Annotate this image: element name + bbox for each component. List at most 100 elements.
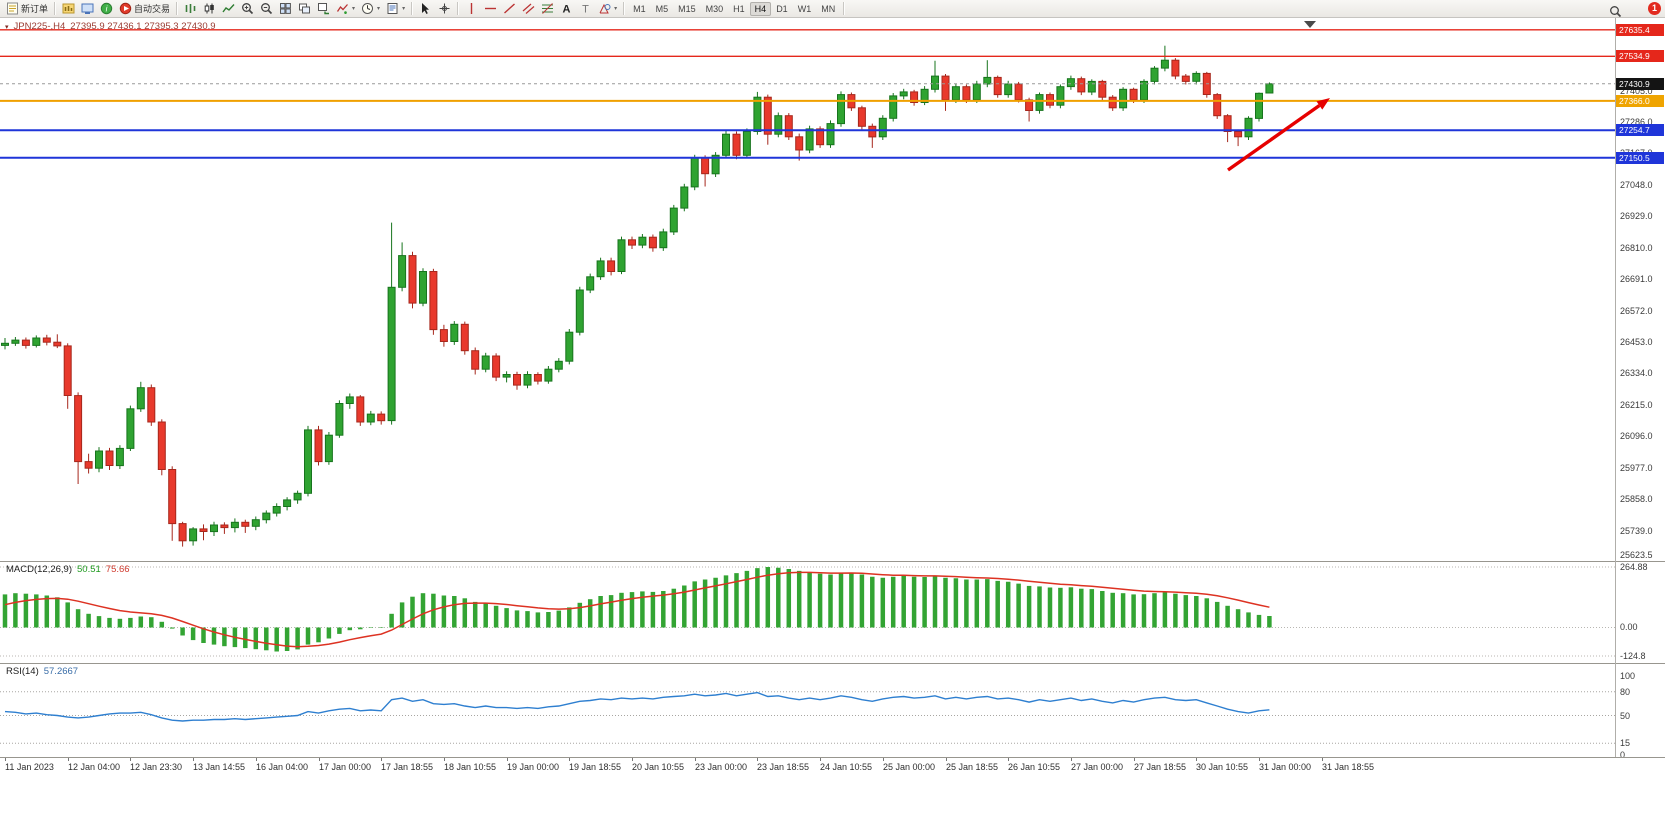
- periods-button[interactable]: ▾: [358, 0, 383, 18]
- time-axis-label: 25 Jan 00:00: [883, 762, 936, 772]
- auto-arrange-button[interactable]: [295, 0, 314, 18]
- chart-list-button[interactable]: [59, 0, 78, 18]
- rsi-axis-label: 15: [1620, 738, 1631, 748]
- time-axis-label: 30 Jan 10:55: [1196, 762, 1249, 772]
- crosshair-icon: [438, 2, 451, 15]
- timeframe-button-m15[interactable]: M15: [678, 3, 696, 14]
- time-axis-label: 12 Jan 04:00: [68, 762, 121, 772]
- macd-axis-label: 264.88: [1620, 562, 1648, 572]
- time-tick: [569, 758, 570, 761]
- timeframe-button-w1[interactable]: W1: [797, 3, 812, 14]
- market-watch-button[interactable]: [78, 0, 97, 18]
- notification-badge[interactable]: 1: [1648, 2, 1661, 15]
- macd-axis-label: -124.8: [1620, 651, 1646, 661]
- trendline-button[interactable]: [500, 0, 519, 18]
- text-button[interactable]: A: [557, 0, 576, 18]
- text-label-button[interactable]: T: [576, 0, 595, 18]
- zoom-out-button[interactable]: [257, 0, 276, 18]
- price-axis-label: 26096.0: [1620, 431, 1653, 441]
- toolbar-separator: [411, 2, 414, 15]
- rsi-axis-label: 80: [1620, 687, 1631, 697]
- toolbar-separator: [457, 2, 460, 15]
- cursor-button[interactable]: [416, 0, 435, 18]
- price-level-badge: 27254.7: [1616, 124, 1664, 136]
- time-tick: [1322, 758, 1323, 761]
- time-tick: [381, 758, 382, 761]
- macd-label: MACD(12,26,9) 50.51 75.66: [6, 564, 130, 575]
- time-tick: [193, 758, 194, 761]
- time-tick: [68, 758, 69, 761]
- timeframe-button-m1[interactable]: M1: [633, 3, 646, 14]
- channel-icon: [522, 2, 535, 15]
- line-chart-button[interactable]: [219, 0, 238, 18]
- fibonacci-button[interactable]: [538, 0, 557, 18]
- time-axis-label: 27 Jan 18:55: [1134, 762, 1187, 772]
- time-axis-label: 24 Jan 10:55: [820, 762, 873, 772]
- candlestick-chart-button[interactable]: [200, 0, 219, 18]
- shapes-button[interactable]: ▾: [595, 0, 620, 18]
- line-chart-icon: [222, 2, 235, 15]
- svg-text:i: i: [106, 4, 108, 13]
- indicators-button[interactable]: ▾: [333, 0, 358, 18]
- time-axis-label: 12 Jan 23:30: [130, 762, 183, 772]
- rsi-separator[interactable]: [0, 663, 1665, 664]
- timeframe-button-m30[interactable]: M30: [705, 3, 724, 14]
- tile-windows-button[interactable]: [276, 0, 295, 18]
- price-axis-label: 25739.0: [1620, 526, 1653, 536]
- time-axis-label: 17 Jan 18:55: [381, 762, 434, 772]
- timeframe-button-h1[interactable]: H1: [733, 3, 745, 14]
- price-axis-label: 27286.0: [1620, 117, 1653, 127]
- price-axis-label: 25977.0: [1620, 463, 1653, 473]
- data-window-button[interactable]: i: [97, 0, 116, 18]
- time-tick: [1134, 758, 1135, 761]
- toolbar-separator: [623, 2, 626, 15]
- timeframe-button-h4[interactable]: H4: [749, 1, 772, 16]
- dropdown-caret-icon: ▾: [614, 6, 618, 12]
- time-tick: [256, 758, 257, 761]
- price-axis-label: 27405.0: [1620, 86, 1653, 96]
- price-axis-label: 26810.0: [1620, 243, 1653, 253]
- rsi-label: RSI(14) 57.2667: [6, 666, 78, 677]
- chart-list-icon: [62, 2, 75, 15]
- timeframe-button-m5[interactable]: M5: [655, 3, 669, 14]
- candlesticks: [1, 45, 1274, 547]
- price-axis-label: 26691.0: [1620, 274, 1653, 284]
- macd-histogram: [2, 567, 1272, 652]
- chart-shift-marker[interactable]: [1304, 21, 1316, 28]
- main-chart[interactable]: [0, 18, 1615, 561]
- autotrading-button[interactable]: 自动交易: [116, 0, 173, 18]
- zoom-in-button[interactable]: [238, 0, 257, 18]
- templates-button[interactable]: ▾: [383, 0, 408, 18]
- macd-pane[interactable]: [0, 562, 1615, 662]
- new-order-button-label: 新订单: [21, 4, 49, 14]
- macd-separator[interactable]: [0, 561, 1665, 562]
- horizontal-line-icon: [484, 2, 497, 15]
- svg-text:A: A: [563, 4, 571, 16]
- crosshair-button[interactable]: [435, 0, 454, 18]
- timeline-separator: [0, 757, 1665, 758]
- new-order-button[interactable]: 新订单: [3, 0, 51, 18]
- toolbar-separator: [843, 2, 846, 15]
- time-axis-label: 11 Jan 2023: [5, 762, 54, 772]
- bar-chart-button[interactable]: [181, 0, 200, 18]
- time-axis-label: 18 Jan 10:55: [444, 762, 497, 772]
- time-axis[interactable]: 11 Jan 2023 12 Jan 04:00 12 Jan 23:30 13 Ja…: [0, 757, 1665, 783]
- timeframe-button-d1[interactable]: D1: [776, 3, 788, 14]
- timeframe-button-mn[interactable]: MN: [821, 3, 836, 14]
- equidistant-channel-button[interactable]: [519, 0, 538, 18]
- time-axis-label: 20 Jan 10:55: [632, 762, 685, 772]
- rsi-name: RSI(14): [6, 666, 39, 677]
- cascade-windows-button[interactable]: [314, 0, 333, 18]
- price-axis-label: 26929.0: [1620, 211, 1653, 221]
- rsi-pane[interactable]: [0, 664, 1615, 757]
- autotrading-button-label: 自动交易: [134, 4, 171, 14]
- time-tick: [883, 758, 884, 761]
- vertical-line-button[interactable]: [462, 0, 481, 18]
- tile-windows-icon: [279, 2, 292, 15]
- annotation-arrow[interactable]: [1227, 98, 1330, 172]
- horizontal-line-button[interactable]: [481, 0, 500, 18]
- toolbar: 新订单 i 自动交易 ▾ ▾ ▾ A T ▾ M1 M5 M15 M30 H1 H4 D1 W1 MN: [0, 0, 1665, 18]
- search-button[interactable]: [1606, 2, 1625, 20]
- zoom-in-icon: [241, 2, 254, 15]
- candles-icon: [203, 2, 216, 15]
